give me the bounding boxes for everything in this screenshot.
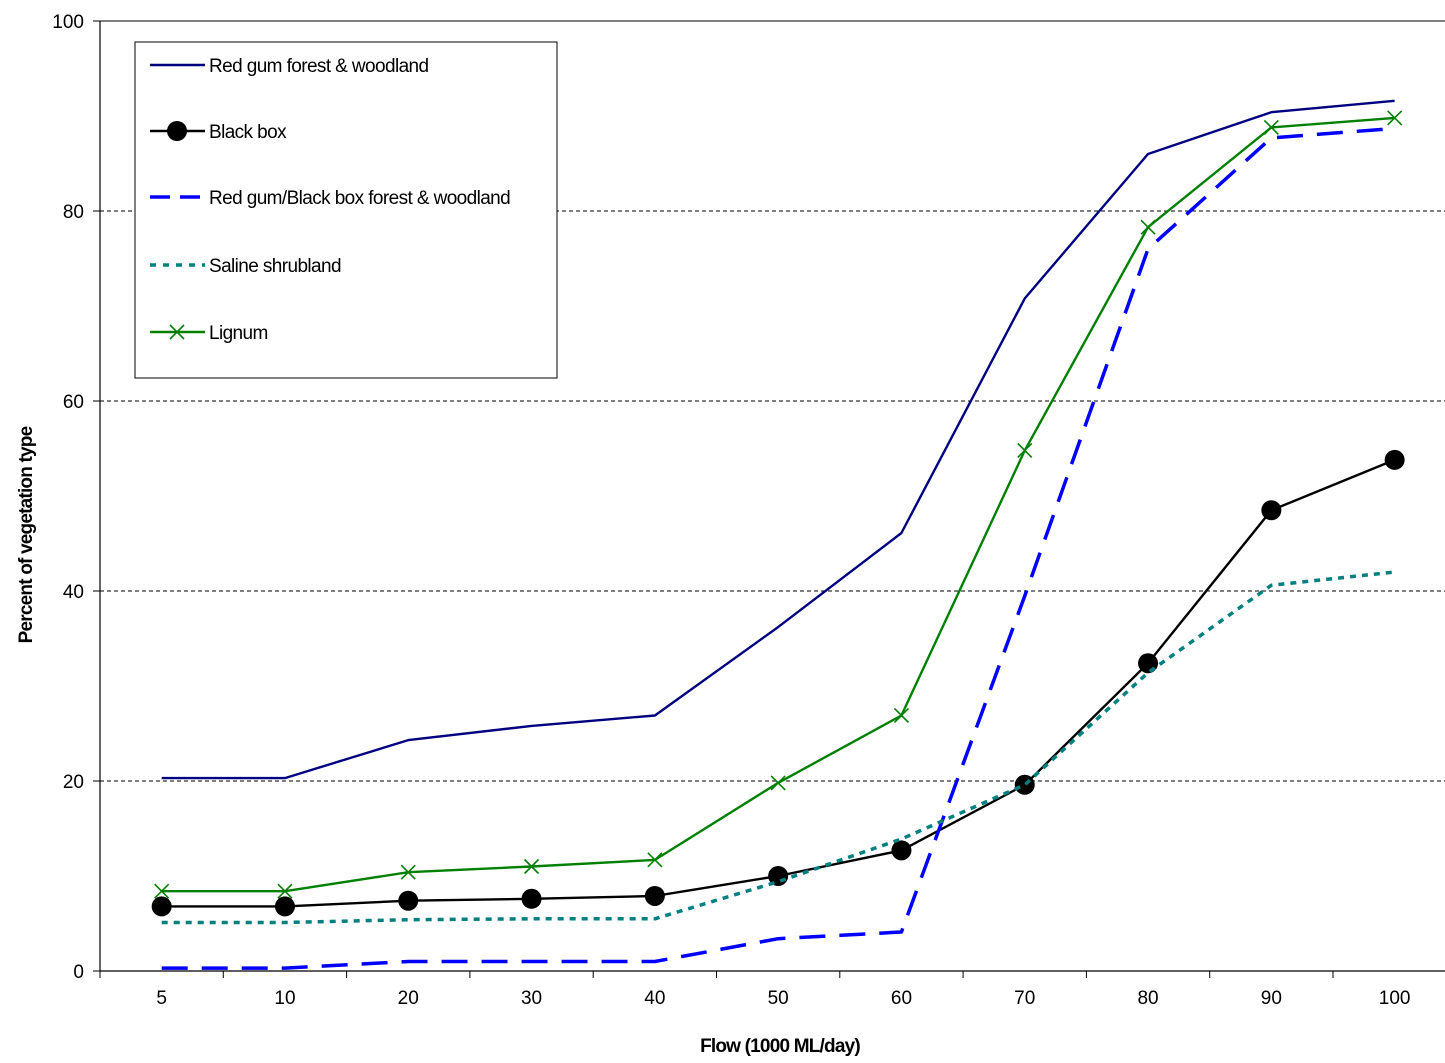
series-3	[161, 570, 1395, 925]
legend-item-3: Saline shrubland	[150, 256, 342, 277]
series-line	[161, 126, 1395, 970]
legend-item-4: Lignum	[150, 323, 268, 344]
data-point-marker	[274, 896, 295, 917]
legend-item-0: Red gum forest & woodland	[150, 56, 429, 77]
series-line	[161, 458, 1396, 908]
marker-stroke	[1387, 110, 1403, 126]
x-tick-label: 30	[521, 988, 542, 1009]
data-point-marker	[154, 883, 170, 899]
x-tick-label: 10	[274, 988, 295, 1009]
data-point-marker	[398, 890, 419, 911]
legend-label: Saline shrubland	[209, 256, 341, 277]
series-line	[161, 99, 1395, 780]
series-4	[154, 110, 1403, 899]
data-point-marker	[169, 324, 185, 340]
data-point-marker	[893, 707, 910, 724]
data-point-marker	[523, 858, 540, 875]
series-0	[161, 99, 1395, 780]
x-tick-label: 40	[644, 988, 665, 1009]
marker-stroke	[277, 883, 293, 899]
marker-stroke	[154, 883, 170, 899]
marker-stroke	[1017, 442, 1033, 458]
x-tick-label: 100	[1379, 988, 1411, 1009]
x-tick-label: 80	[1137, 988, 1158, 1009]
marker-stroke	[169, 324, 185, 340]
data-point-marker	[1261, 500, 1282, 521]
y-tick-label: 20	[63, 772, 84, 793]
legend-label: Red gum/Black box forest & woodland	[209, 188, 510, 209]
data-point-marker	[1140, 219, 1156, 235]
y-tick-label: 40	[63, 582, 84, 603]
y-axis: 0 20 40 60 80 100	[52, 12, 101, 983]
data-point-marker	[521, 888, 542, 909]
y-axis-title: Percent of vegetation type	[16, 426, 37, 643]
data-point-marker	[151, 896, 172, 917]
data-point-marker	[891, 840, 912, 861]
data-point-marker	[400, 864, 416, 880]
series-lines	[151, 99, 1405, 970]
data-point-marker	[770, 775, 786, 791]
data-point-marker	[644, 885, 665, 906]
x-axis-title: Flow (1000 ML/day)	[700, 1036, 860, 1057]
data-point-marker	[1014, 774, 1035, 795]
x-axis: 5 10 20 30 40 50 60 70 80 90 100	[99, 970, 1445, 1009]
marker-stroke	[523, 858, 540, 875]
x-tick-label: 90	[1261, 988, 1282, 1009]
series-line	[161, 570, 1395, 925]
series-1	[151, 449, 1405, 917]
legend-box	[134, 41, 558, 379]
x-tick-label: 60	[891, 988, 912, 1009]
marker-stroke	[770, 775, 786, 791]
x-tick-label: 20	[398, 988, 419, 1009]
data-point-marker	[1138, 653, 1159, 674]
x-tick-label: 50	[768, 988, 789, 1009]
data-point-marker	[167, 121, 187, 141]
data-point-marker	[1384, 449, 1405, 470]
marker-stroke	[1263, 119, 1279, 135]
marker-stroke	[1140, 219, 1156, 235]
data-point-marker	[1263, 119, 1279, 135]
legend: Red gum forest & woodland Black box Red gu…	[134, 41, 558, 379]
y-tick-label: 60	[63, 392, 84, 413]
legend-label: Lignum	[209, 323, 268, 344]
legend-item-2: Red gum/Black box forest & woodland	[150, 188, 511, 209]
series-2	[161, 126, 1395, 970]
legend-label: Red gum forest & woodland	[209, 56, 428, 77]
data-point-marker	[647, 852, 663, 868]
legend-label: Black box	[209, 122, 287, 143]
marker-stroke	[893, 707, 910, 724]
y-tick-label: 100	[52, 12, 84, 33]
legend-item-1: Black box	[150, 121, 288, 143]
data-point-marker	[1387, 110, 1403, 126]
data-point-marker	[1017, 442, 1033, 458]
data-point-marker	[277, 883, 293, 899]
marker-stroke	[647, 852, 663, 868]
y-tick-label: 0	[73, 962, 84, 983]
y-tick-label: 80	[63, 202, 84, 223]
x-tick-label: 5	[156, 988, 167, 1009]
marker-stroke	[400, 864, 416, 880]
x-tick-label: 70	[1014, 988, 1035, 1009]
